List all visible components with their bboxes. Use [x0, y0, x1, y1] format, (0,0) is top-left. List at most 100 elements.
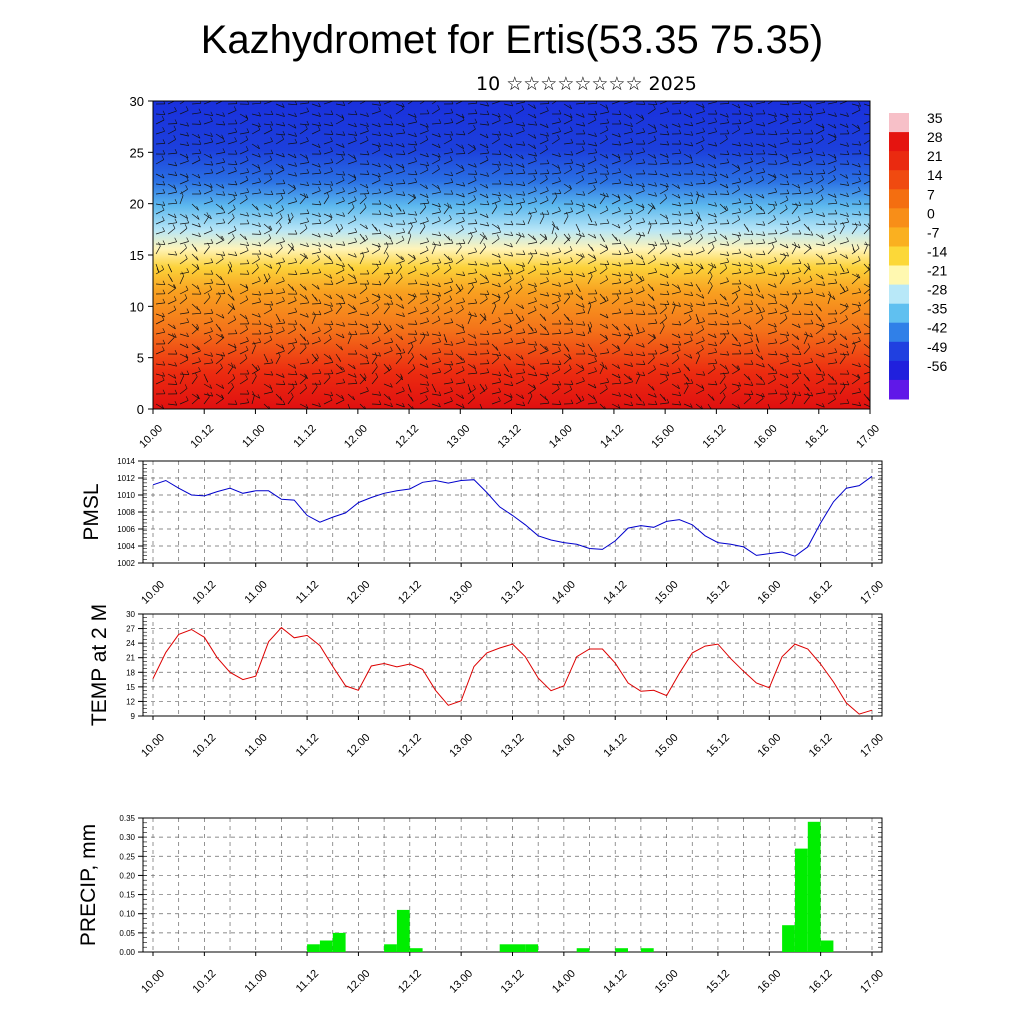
wind-barb-flag: [378, 229, 382, 234]
wind-barb-flag: [750, 142, 753, 147]
wind-barb-flag: [810, 332, 813, 338]
wind-barb: [443, 343, 453, 346]
wind-barb: [767, 372, 778, 375]
wind-barb: [371, 307, 379, 315]
wind-barb: [467, 143, 476, 150]
wind-barb-flag: [318, 299, 322, 304]
wind-barb: [467, 263, 477, 266]
wind-barb-flag: [844, 335, 848, 341]
wind-barb-flag: [210, 308, 214, 314]
wind-barb-flag: [498, 317, 501, 322]
wind-barb: [623, 212, 634, 215]
wind-barb-flag: [757, 288, 760, 293]
wind-barb-flag: [461, 324, 465, 329]
wind-barb-flag: [533, 384, 536, 389]
wind-barb-flag: [522, 233, 525, 238]
wind-barb: [419, 390, 429, 395]
wind-barb: [827, 373, 835, 381]
wind-barb: [635, 162, 645, 165]
wind-barb: [755, 171, 765, 175]
wind-barb-flag: [618, 132, 621, 138]
wind-barb-flag: [282, 400, 286, 405]
wind-barb-flag: [510, 117, 514, 123]
wind-barb-flag: [834, 199, 838, 204]
wind-barb: [167, 110, 177, 115]
wind-barb-flag: [222, 191, 226, 196]
colorbar-label: 28: [927, 129, 943, 145]
wind-barb: [587, 102, 598, 105]
wind-barb-flag: [678, 139, 682, 145]
wind-barb: [551, 388, 560, 395]
wind-barb-flag: [198, 290, 202, 295]
wind-barb-flag: [269, 305, 273, 310]
wind-barb: [707, 393, 715, 401]
wind-barb: [803, 335, 808, 345]
wind-barb-flag: [666, 140, 670, 146]
wind-barb: [623, 336, 631, 345]
wind-barb-flag: [798, 289, 802, 294]
wind-barb-flag: [630, 150, 634, 155]
wind-barb-flag: [257, 164, 261, 169]
wind-barb-flag: [762, 231, 766, 236]
wind-barb: [359, 323, 369, 329]
wind-barb: [191, 233, 201, 238]
wind-barb-flag: [846, 212, 849, 217]
wind-barb-flag: [678, 242, 681, 247]
wind-barb: [539, 303, 549, 309]
wind-barb: [287, 123, 297, 129]
wind-barb: [395, 303, 404, 309]
wind-barb-flag: [426, 123, 429, 128]
wind-barb-flag: [546, 186, 549, 191]
wind-barb: [731, 369, 740, 375]
wind-barb: [287, 183, 296, 190]
wind-barb-flag: [750, 199, 754, 204]
wind-barb-flag: [498, 328, 502, 334]
wind-barb: [467, 122, 477, 125]
wind-barb: [215, 183, 225, 189]
wind-barb: [287, 142, 297, 145]
wind-barb-flag: [510, 337, 514, 343]
wind-barb: [335, 303, 346, 305]
wind-barb-flag: [306, 298, 310, 303]
wind-barb: [587, 233, 597, 239]
wind-barb-flag: [737, 165, 741, 170]
wind-barb-flag: [521, 376, 525, 381]
wind-barb: [839, 386, 846, 395]
wind-barb: [347, 282, 357, 285]
wind-barb: [779, 141, 789, 145]
wind-barb: [299, 183, 309, 187]
wind-barb: [491, 120, 501, 125]
wind-barb: [251, 192, 261, 195]
wind-barb: [551, 163, 560, 169]
wind-barb-flag: [534, 297, 537, 302]
wind-barb: [671, 393, 681, 397]
wind-barb-flag: [245, 295, 249, 300]
wind-barb-flag: [306, 209, 310, 214]
wind-barb: [635, 273, 643, 281]
wind-barb-flag: [328, 255, 332, 260]
wind-barb-flag: [534, 197, 537, 202]
wind-barb: [779, 199, 789, 205]
wind-barb-flag: [482, 232, 485, 237]
wind-barb-flag: [433, 387, 437, 393]
wind-barb-flag: [786, 357, 789, 362]
wind-barb-flag: [291, 392, 294, 397]
wind-barb-flag: [723, 332, 726, 338]
wind-barb-flag: [329, 294, 332, 299]
wind-barb-flag: [317, 126, 321, 131]
wind-barb-flag: [474, 341, 478, 346]
wind-barb: [707, 247, 715, 255]
wind-barb: [647, 368, 656, 375]
wind-barb-flag: [617, 373, 621, 379]
wind-barb: [455, 246, 462, 255]
wind-barb-flag: [210, 160, 214, 166]
wind-barb-flag: [738, 268, 742, 273]
wind-barb: [599, 222, 610, 225]
wind-barb-flag: [294, 290, 298, 295]
wind-barb: [335, 213, 345, 217]
wind-barb: [455, 258, 464, 265]
wind-barb: [755, 318, 764, 325]
wind-barb-flag: [842, 287, 846, 292]
colorbar-swatch: [889, 151, 909, 171]
wind-barb: [815, 293, 825, 297]
